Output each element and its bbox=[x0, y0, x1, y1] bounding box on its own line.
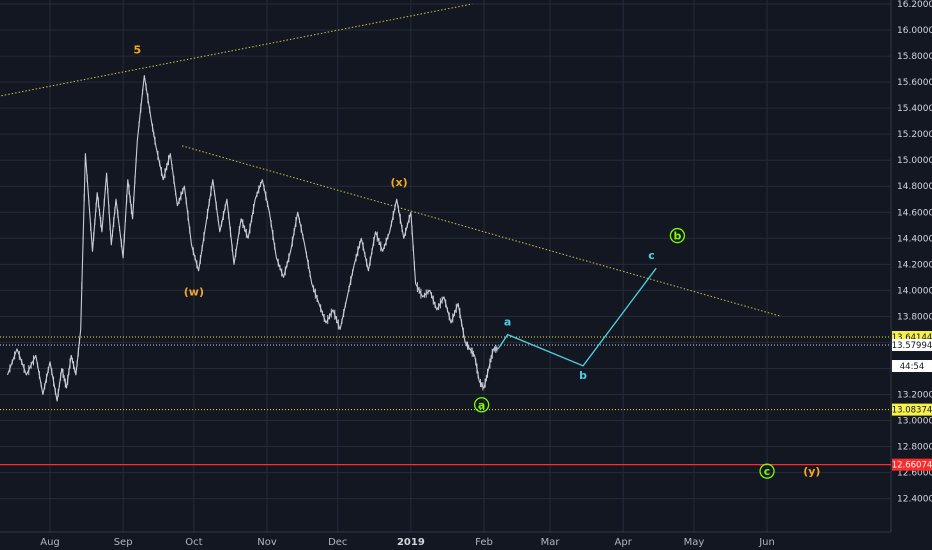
level-tag-yellow-bg bbox=[892, 403, 932, 416]
y-tick-label: 12.40000 bbox=[897, 495, 932, 505]
y-tick-label: 16.20000 bbox=[897, 0, 932, 10]
trendline[interactable] bbox=[181, 145, 782, 317]
wave-label: (w) bbox=[184, 286, 204, 299]
trendline[interactable] bbox=[0, 3, 473, 98]
x-tick-label: Dec bbox=[328, 537, 347, 548]
y-tick-label: 13.00000 bbox=[897, 417, 932, 427]
y-tick-label: 13.80000 bbox=[897, 312, 932, 322]
wave-circle bbox=[473, 397, 490, 413]
wave-label: c bbox=[764, 465, 771, 478]
x-tick-label: Feb bbox=[475, 537, 493, 548]
wave-circle bbox=[669, 227, 686, 244]
level-tag-red-bg bbox=[892, 458, 932, 471]
wave-label: 5 bbox=[133, 43, 141, 56]
projection-line[interactable] bbox=[497, 267, 657, 367]
y-axis[interactable]: 12.40000 12.60000 12.80000 13.00000 13.20000… bbox=[890, 0, 932, 532]
countdown-tag: 44:54 bbox=[900, 362, 925, 372]
x-tick-label: Jun bbox=[758, 537, 775, 548]
y-tick-label: 16.00000 bbox=[897, 26, 932, 36]
level-tag-current-bg bbox=[892, 339, 932, 352]
wave-label: a bbox=[504, 315, 511, 328]
wave-label: c bbox=[648, 249, 655, 262]
projection-path[interactable] bbox=[497, 267, 657, 367]
y-tick-label: 13.20000 bbox=[897, 390, 932, 400]
wave-label: b bbox=[579, 369, 587, 382]
level-tag-yellow: 13.08374 bbox=[892, 406, 932, 416]
wave-label: (y) bbox=[803, 465, 820, 478]
y-tick-label: 12.80000 bbox=[897, 443, 932, 453]
countdown-tag-bg bbox=[892, 360, 932, 373]
wave-circle bbox=[759, 463, 775, 479]
y-tick-label: 15.60000 bbox=[897, 78, 932, 88]
level-tag-red: 12.66074 bbox=[892, 461, 932, 471]
y-tick-label: 14.00000 bbox=[897, 286, 932, 296]
wave-label: b bbox=[673, 230, 681, 243]
x-tick-label: Aug bbox=[40, 537, 60, 548]
level-tag-yellow: 13.64144 bbox=[892, 333, 932, 343]
price-series bbox=[6, 75, 499, 402]
level-tag-current: 13.57994 bbox=[892, 341, 932, 351]
x-axis[interactable]: Aug Sep Oct Nov Dec 2019 Feb Mar Apr May Jun bbox=[0, 531, 891, 548]
y-tick-label: 15.40000 bbox=[897, 104, 932, 114]
x-tick-label: 2019 bbox=[397, 537, 425, 548]
x-tick-label: Mar bbox=[541, 537, 561, 548]
price-line bbox=[6, 75, 499, 402]
y-tick-label: 15.80000 bbox=[897, 52, 932, 62]
trendlines[interactable] bbox=[0, 3, 782, 317]
x-tick-label: Apr bbox=[615, 537, 633, 548]
wave-label: (x) bbox=[391, 176, 408, 189]
x-tick-label: Oct bbox=[185, 537, 202, 548]
y-tick-label: 12.60000 bbox=[897, 469, 932, 479]
grid bbox=[0, 0, 891, 532]
wave-label: a bbox=[478, 399, 485, 412]
y-tick-label: 15.00000 bbox=[897, 156, 932, 166]
y-tick-label: 14.60000 bbox=[897, 208, 932, 218]
horizontal-levels[interactable] bbox=[0, 336, 891, 466]
y-tick-label: 14.20000 bbox=[897, 260, 932, 270]
y-tick-label: 14.40000 bbox=[897, 234, 932, 244]
x-tick-label: Sep bbox=[114, 537, 133, 548]
y-tick-label: 15.20000 bbox=[897, 130, 932, 140]
x-tick-label: Nov bbox=[257, 537, 277, 548]
wave-labels: 5 (w) (x) a a b c b c (y) bbox=[133, 43, 820, 479]
x-tick-label: May bbox=[684, 537, 705, 548]
y-tick-label: 14.80000 bbox=[897, 182, 932, 192]
